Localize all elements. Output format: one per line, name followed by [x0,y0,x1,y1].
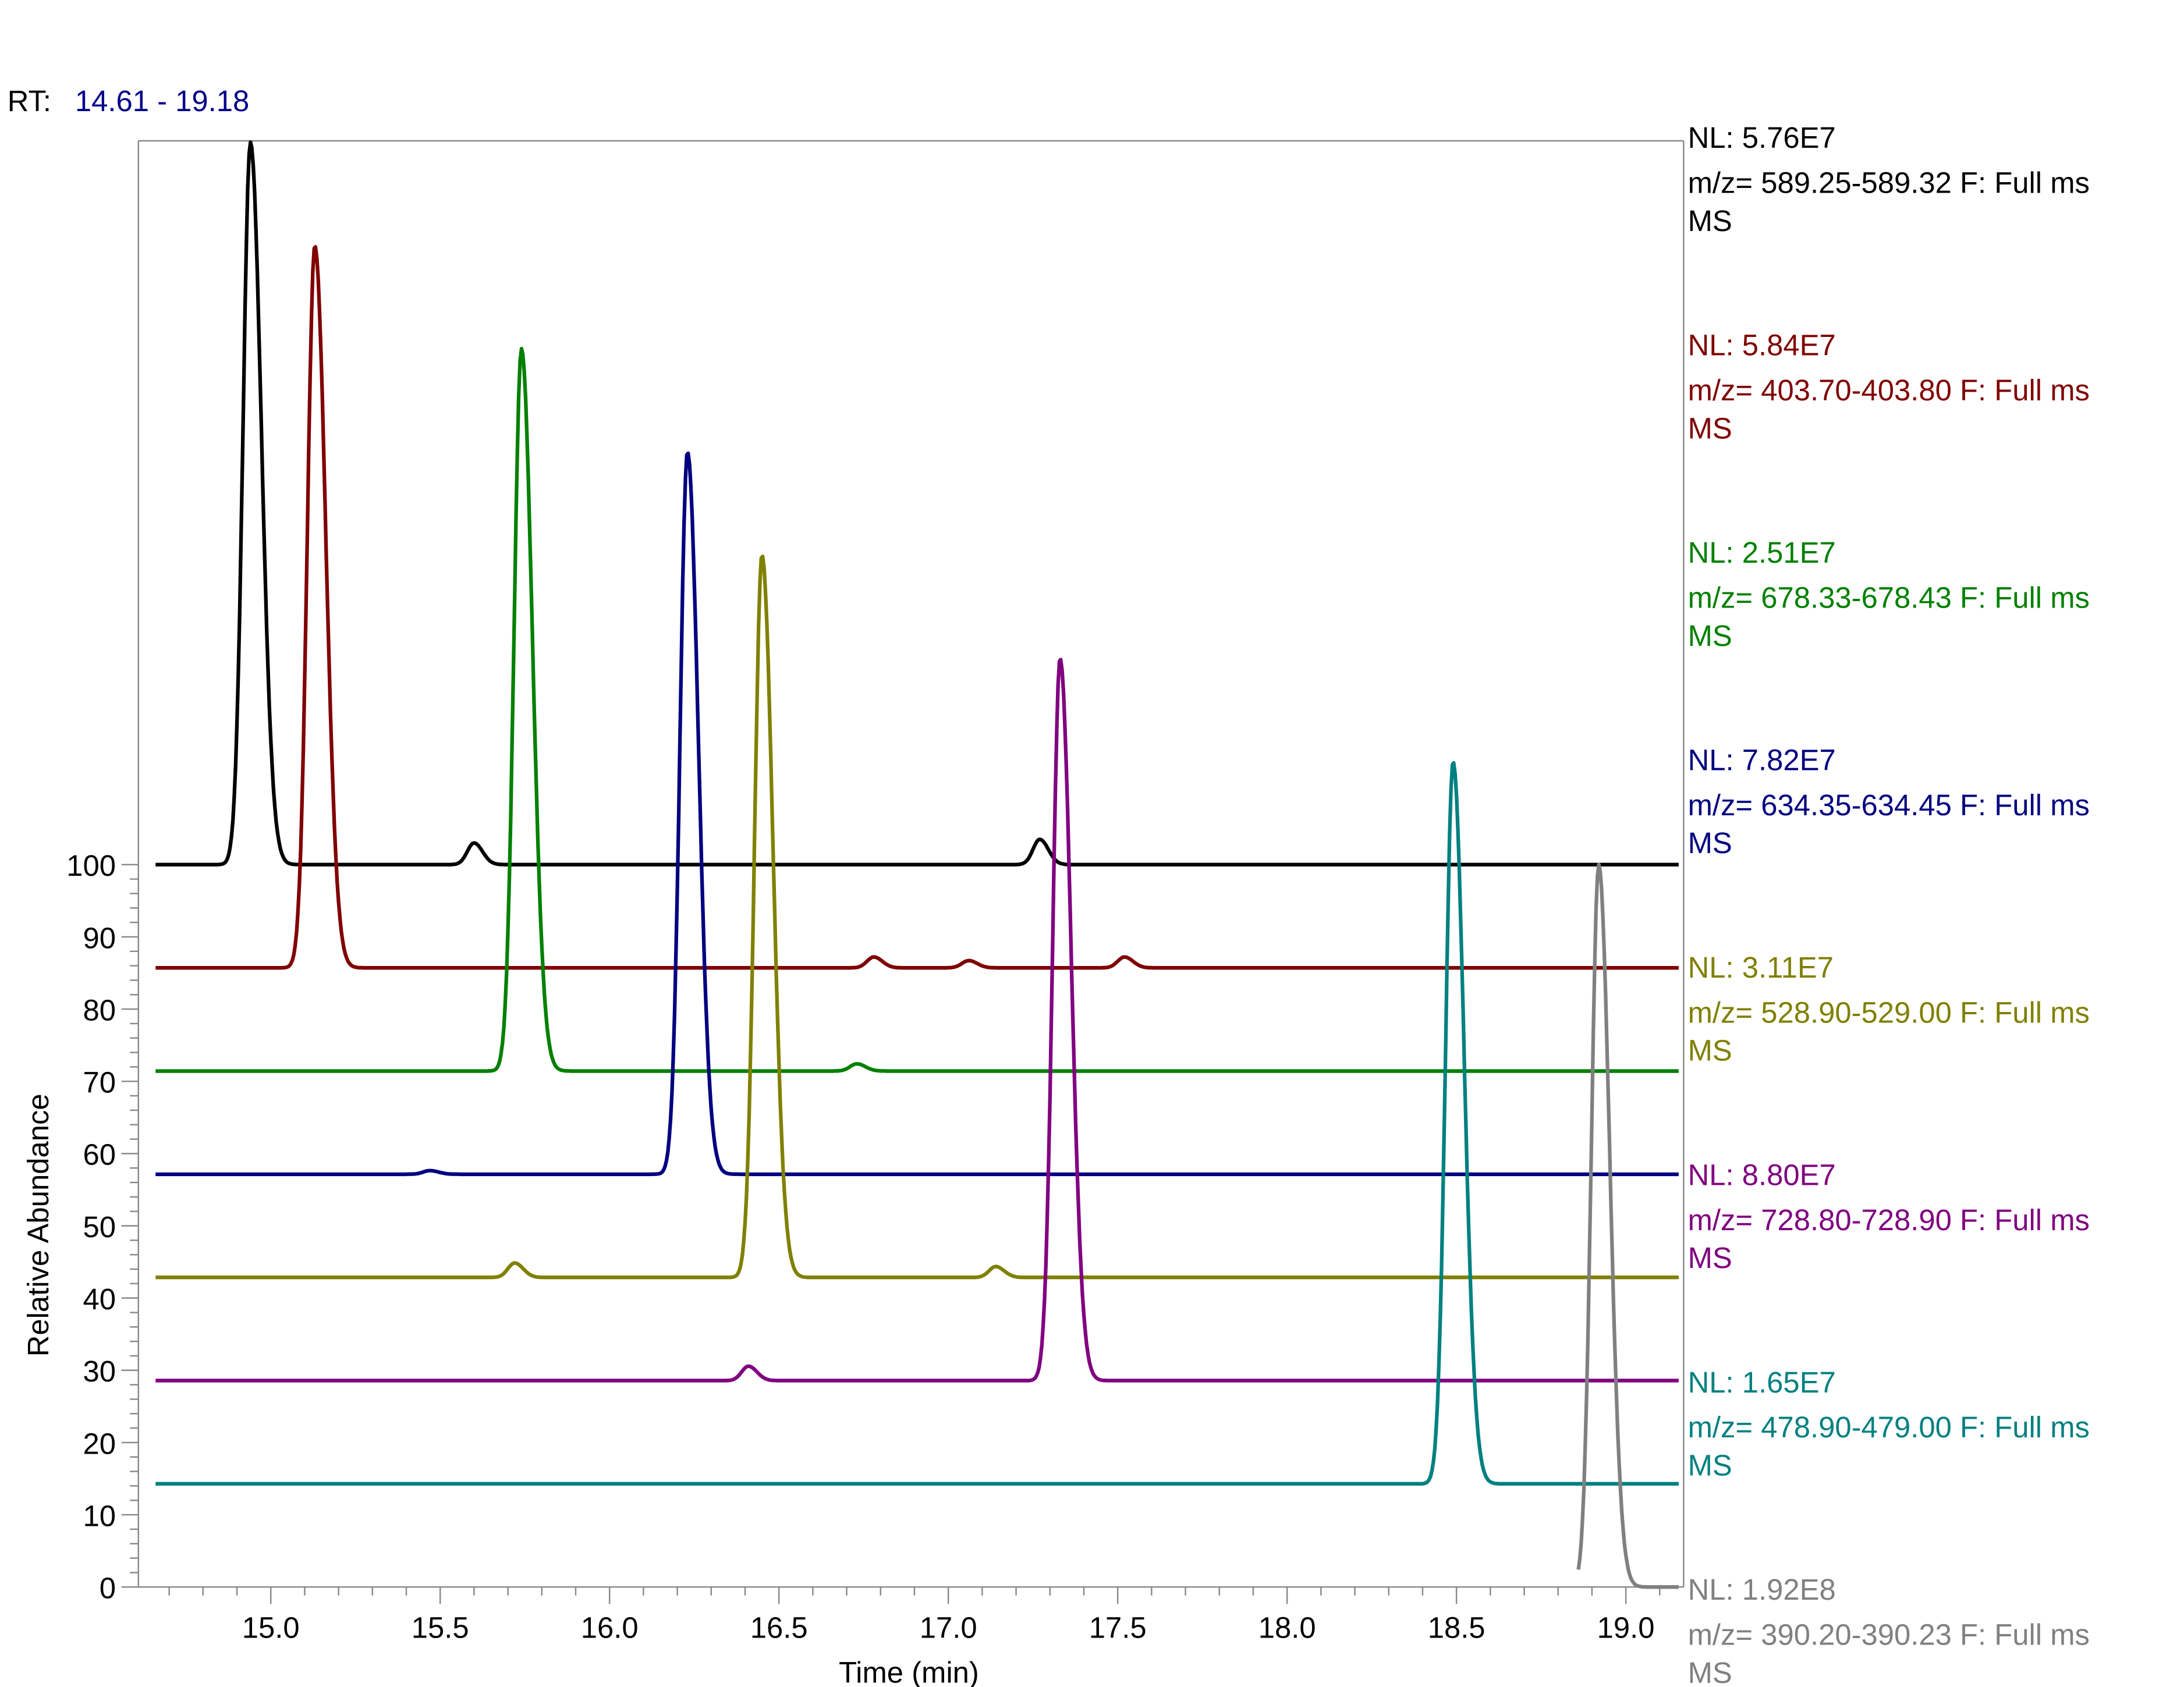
rt-label: RT: [8,84,51,118]
trace-scan-label: MS [1688,1449,1732,1482]
trace-5 [155,554,1679,1280]
trace-nl-label: NL: 5.76E7 [1688,121,1836,154]
trace-mz-label: m/z= 678.33-678.43 F: Full ms [1688,581,2090,614]
x-axis-label: Time (min) [839,1656,979,1687]
trace-scan-label: MS [1688,1034,1732,1067]
y-tick-label: 100 [66,849,116,882]
y-tick-label: 10 [83,1499,116,1532]
x-tick-label: 15.0 [242,1611,300,1644]
trace-2 [155,245,1679,970]
trace-nl-label: NL: 3.11E7 [1688,951,1834,984]
trace-scan-label: MS [1688,204,1732,237]
trace-mz-label: m/z= 403.70-403.80 F: Full ms [1688,374,2090,407]
trace-scan-label: MS [1688,1656,1732,1687]
trace-1 [155,140,1679,866]
trace-scan-label: MS [1688,826,1732,860]
trace-mz-label: m/z= 478.90-479.00 F: Full ms [1688,1411,2090,1444]
x-tick-label: 15.5 [412,1611,469,1644]
trace-nl-label: NL: 2.51E7 [1688,536,1836,569]
y-axis-label: Relative Abundance [22,1093,55,1356]
trace-scan-label: MS [1688,1241,1732,1274]
trace-nl-label: NL: 5.84E7 [1688,329,1836,362]
x-tick-label: 19.0 [1597,1611,1655,1644]
trace-nl-label: NL: 1.65E7 [1688,1366,1836,1399]
trace-scan-label: MS [1688,411,1732,445]
axes: 0 10 20 30 40 50 60 70 80 90 100 15.0 15.5 16.0 16.5 17… [66,140,1685,1644]
trace-mz-label: m/z= 728.80-728.90 F: Full ms [1688,1203,2090,1237]
trace-mz-label: m/z= 528.90-529.00 F: Full ms [1688,996,2090,1029]
trace-nl-label: NL: 1.92E8 [1688,1573,1836,1606]
y-tick-label: 30 [83,1355,116,1388]
x-tick-label: 16.0 [581,1611,639,1644]
x-tick-label: 17.0 [920,1611,977,1644]
rt-range: 14.61 - 19.18 [75,84,249,118]
trace-nl-label: NL: 7.82E7 [1688,743,1836,776]
trace-mz-label: m/z= 589.25-589.32 F: Full ms [1688,166,2090,200]
y-tick-label: 20 [83,1427,116,1460]
trace-scan-label: MS [1688,619,1732,652]
trace-8 [1576,862,1679,1589]
trace-3 [155,347,1679,1073]
x-tick-label: 18.0 [1258,1611,1316,1644]
traces [155,140,1679,1589]
trace-7 [155,761,1679,1486]
trace-mz-label: m/z= 634.35-634.45 F: Full ms [1688,789,2090,822]
trace-mz-label: m/z= 390.20-390.23 F: Full ms [1688,1618,2090,1652]
trace-nl-label: NL: 8.80E7 [1688,1158,1836,1191]
y-tick-label: 50 [83,1210,116,1244]
x-tick-label: 18.5 [1428,1611,1485,1644]
y-tick-label: 60 [83,1138,116,1171]
y-tick-label: 80 [83,993,116,1027]
x-tick-label: 17.5 [1089,1611,1147,1644]
y-tick-label: 40 [83,1283,116,1316]
trace-6 [155,658,1679,1383]
y-tick-label: 0 [100,1572,116,1605]
y-tick-label: 70 [83,1066,116,1099]
y-tick-label: 90 [83,921,116,954]
trace-labels: NL: 5.76E7 m/z= 589.25-589.32 F: Full ms M… [1688,121,2090,1687]
x-tick-label: 16.5 [750,1611,808,1644]
trace-4 [155,451,1679,1177]
